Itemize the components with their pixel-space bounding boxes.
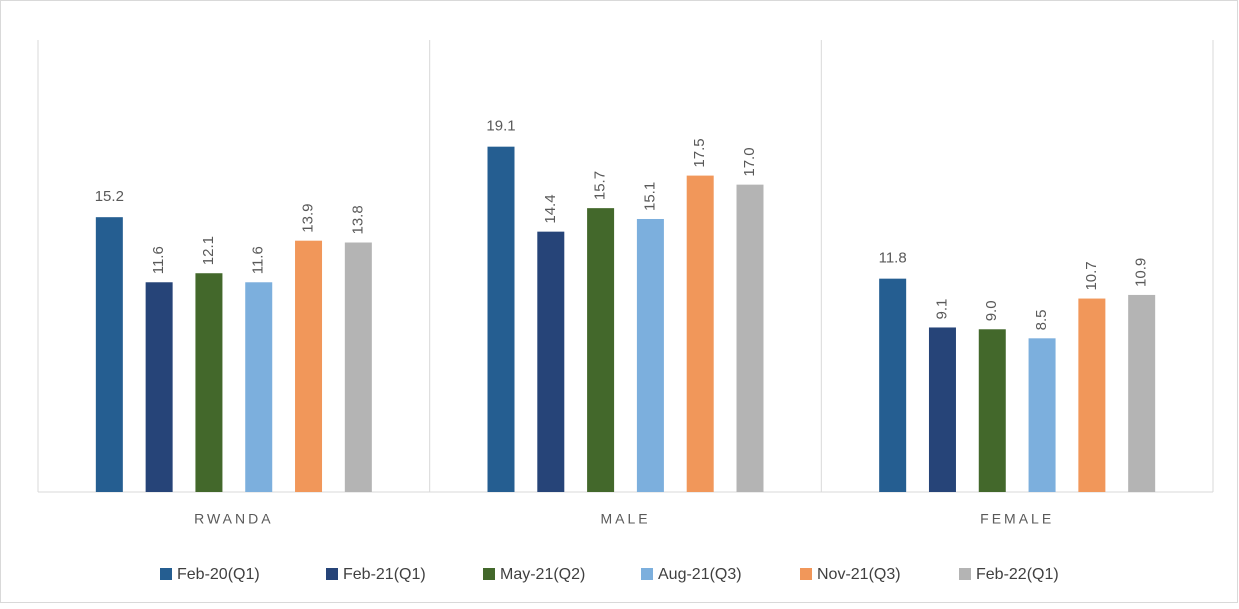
legend-swatch (160, 568, 172, 580)
legend-label: Feb-20(Q1) (177, 566, 260, 583)
value-label: 10.7 (1083, 261, 1100, 290)
legend-label: Nov-21(Q3) (817, 566, 901, 583)
bar (879, 278, 907, 492)
value-label: 12.1 (200, 236, 217, 265)
value-label: 17.5 (691, 138, 708, 167)
value-label: 11.6 (150, 246, 167, 274)
value-label: 14.4 (542, 194, 559, 223)
bar (978, 329, 1006, 492)
value-label: 17.0 (741, 147, 758, 176)
value-label: 15.7 (592, 171, 609, 200)
value-label: 11.6 (250, 246, 267, 274)
legend-swatch (326, 568, 338, 580)
value-label: 13.8 (349, 205, 366, 234)
bar (145, 282, 173, 492)
value-label: 15.2 (95, 188, 124, 205)
x-tick-label: MALE (600, 511, 650, 527)
value-label: 10.9 (1133, 258, 1150, 287)
value-label: 8.5 (1033, 309, 1050, 330)
legend-label: May-21(Q2) (500, 566, 585, 583)
bar (1128, 294, 1156, 492)
bar (1078, 298, 1106, 492)
bar (636, 218, 664, 492)
value-label: 15.1 (641, 182, 658, 211)
legend-label: Feb-22(Q1) (976, 566, 1059, 583)
legend-label: Feb-21(Q1) (343, 566, 426, 583)
legend-swatch (959, 568, 971, 580)
value-label: 13.9 (300, 203, 317, 232)
bar (736, 184, 764, 492)
bar (295, 240, 323, 492)
bar (928, 327, 956, 492)
bar (537, 231, 565, 492)
legend-label: Aug-21(Q3) (658, 566, 742, 583)
legend-swatch (483, 568, 495, 580)
legend-swatch (800, 568, 812, 580)
value-label: 11.8 (879, 250, 907, 267)
x-tick-label: FEMALE (980, 511, 1054, 527)
x-tick-label: RWANDA (194, 511, 273, 527)
bar (1028, 338, 1056, 492)
bar (587, 208, 615, 493)
legend-swatch (641, 568, 653, 580)
bar (686, 175, 714, 492)
value-label: 9.1 (933, 299, 950, 320)
bar (487, 146, 515, 492)
value-label: 9.0 (983, 300, 1000, 321)
bar (195, 273, 223, 492)
bar (245, 282, 273, 492)
bar (95, 217, 123, 492)
bar (344, 242, 372, 492)
value-label: 19.1 (486, 118, 515, 135)
